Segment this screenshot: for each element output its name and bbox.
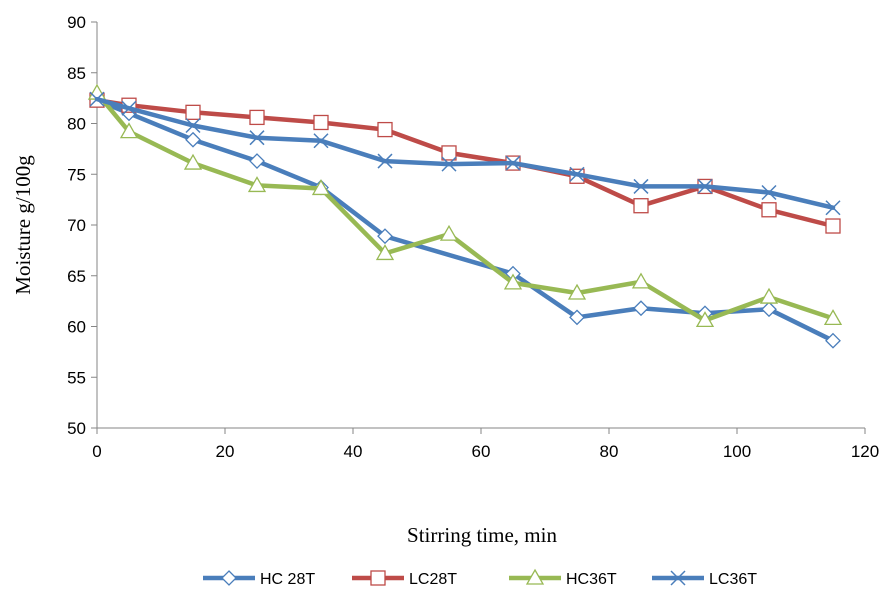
data-point	[377, 153, 393, 169]
data-point	[569, 166, 585, 182]
legend-item: LC36T	[652, 570, 757, 588]
legend: HC 28T LC28T HC36T LC36T	[203, 568, 757, 588]
legend-item: HC 28T	[203, 570, 315, 588]
data-point	[375, 244, 395, 261]
y-tick-label: 60	[67, 318, 86, 337]
legend-label: HC36T	[566, 571, 617, 588]
series-line	[94, 97, 836, 343]
data-point	[633, 178, 649, 194]
data-point	[119, 122, 139, 139]
data-point	[185, 117, 201, 134]
data-point	[183, 153, 203, 170]
data-point	[247, 176, 267, 193]
data-point	[439, 224, 459, 241]
x-tick-label: 0	[92, 442, 101, 461]
x-tick-label: 40	[344, 442, 363, 461]
data-point	[569, 309, 585, 326]
data-point	[370, 570, 386, 586]
series-lc36t	[89, 91, 841, 216]
x-axis-title: Stirring time, min	[407, 523, 557, 547]
data-point	[221, 570, 237, 586]
x-tick-label: 100	[723, 442, 751, 461]
x-tick-label: 80	[600, 442, 619, 461]
data-point	[633, 300, 649, 317]
data-point	[185, 131, 201, 148]
data-point	[249, 109, 265, 126]
data-point	[505, 155, 521, 171]
data-point	[441, 156, 457, 172]
x-tick-label: 20	[216, 442, 235, 461]
data-point	[823, 309, 843, 326]
y-tick-label: 80	[67, 115, 86, 134]
data-point	[695, 311, 715, 328]
x-tick-label: 60	[472, 442, 491, 461]
y-tick-label: 85	[67, 64, 86, 83]
y-tick-label: 70	[67, 216, 86, 235]
series-hc36t	[87, 83, 843, 328]
data-point	[825, 332, 841, 349]
y-tick-label: 90	[67, 13, 86, 32]
data-point	[761, 301, 777, 318]
data-point	[185, 104, 201, 120]
data-point	[525, 568, 545, 585]
data-point	[697, 178, 713, 194]
data-point	[89, 91, 105, 107]
data-point	[761, 202, 777, 218]
y-axis-title: Moisture g/100g	[11, 155, 35, 295]
data-point	[313, 133, 329, 149]
legend-label: LC28T	[409, 571, 457, 588]
y-tick-label: 55	[67, 368, 86, 387]
legend-label: HC 28T	[260, 571, 315, 588]
y-tick-label: 50	[67, 419, 86, 438]
legend-item: HC36T	[509, 568, 617, 588]
series-group	[87, 83, 843, 349]
y-tick-label: 75	[67, 165, 86, 184]
data-point	[567, 283, 587, 300]
series-hc-28t	[89, 92, 841, 349]
data-point	[377, 228, 393, 245]
data-point	[631, 272, 651, 289]
data-point	[825, 200, 841, 216]
data-point	[249, 153, 265, 169]
data-point	[761, 184, 777, 201]
y-tick-label: 65	[67, 267, 86, 286]
data-point	[121, 100, 137, 116]
data-point	[759, 287, 779, 304]
data-point	[503, 273, 523, 290]
data-point	[670, 570, 686, 586]
data-point	[249, 130, 265, 146]
axes: 50 55 60 65 70 75 80 85 90 0 20 40 60 80 100 120	[67, 13, 879, 461]
data-point	[825, 218, 841, 234]
data-point	[633, 198, 649, 214]
data-point	[311, 179, 331, 196]
legend-label: LC36T	[709, 571, 757, 588]
data-point	[441, 145, 457, 161]
legend-item: LC28T	[352, 570, 457, 588]
data-point	[377, 121, 393, 138]
x-tick-label: 120	[851, 442, 879, 461]
data-point	[313, 114, 329, 131]
